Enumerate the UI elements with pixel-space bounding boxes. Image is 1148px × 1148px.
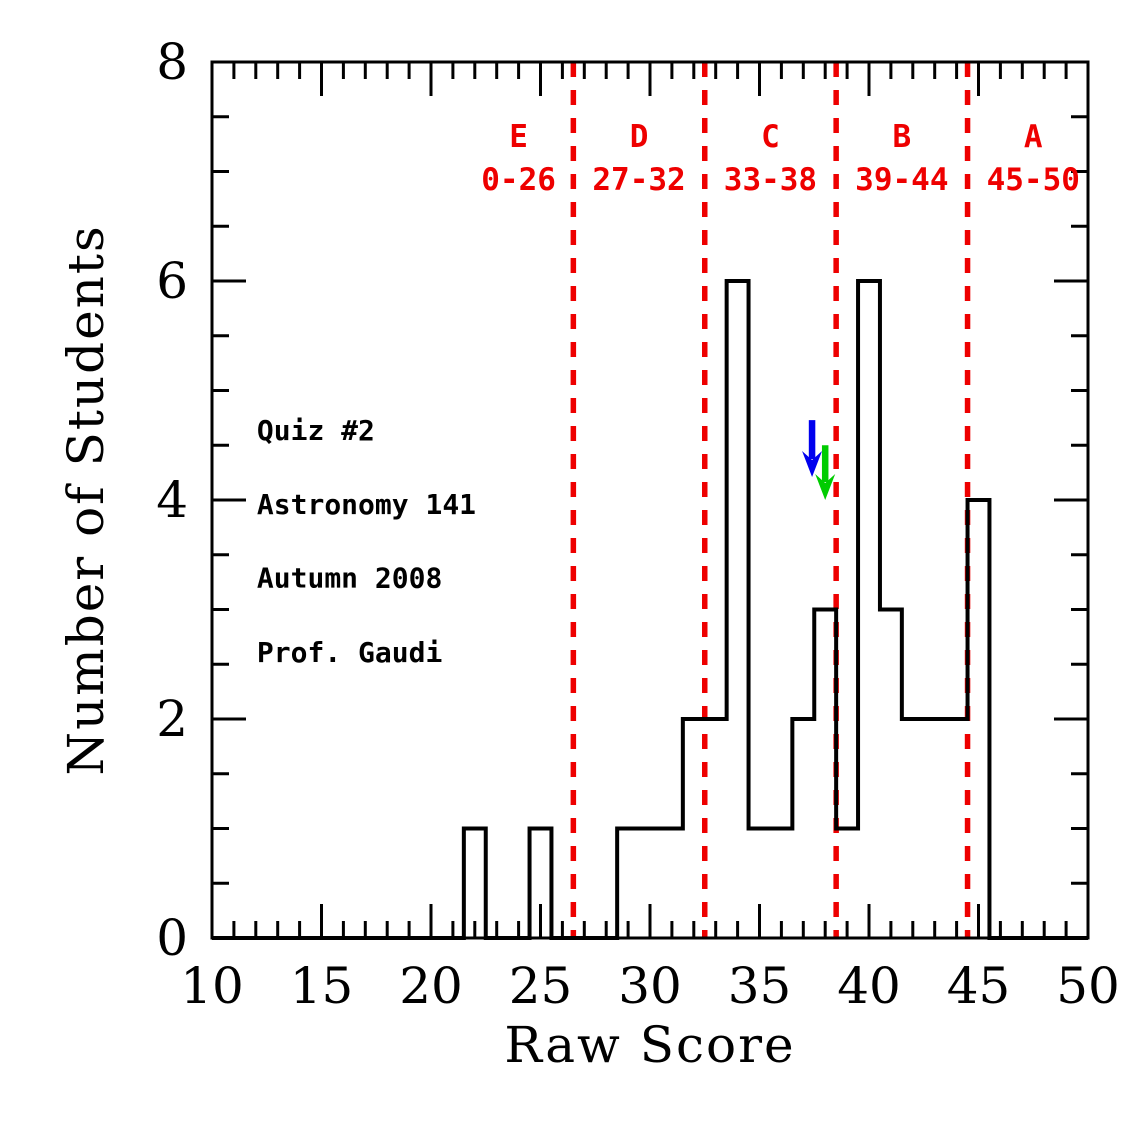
histogram-outline bbox=[212, 279, 1088, 940]
grade-letter-label: D bbox=[630, 119, 649, 155]
y-tick-label: 6 bbox=[156, 252, 188, 310]
grade-range-label: 33-38 bbox=[724, 162, 817, 198]
x-tick-label: 25 bbox=[509, 957, 573, 1015]
grade-range-label: 45-50 bbox=[987, 162, 1080, 198]
x-tick-label: 10 bbox=[180, 957, 244, 1015]
y-tick-label: 2 bbox=[156, 690, 188, 748]
marker-arrows bbox=[802, 420, 836, 500]
blue-arrow-head bbox=[802, 451, 823, 478]
grade-region-labels: E 0-26 D 27-32 C 33-38 B 39-44 A 45-50 bbox=[481, 119, 1080, 198]
grade-range-label: 39-44 bbox=[855, 162, 948, 198]
plot-frame bbox=[210, 60, 1090, 940]
x-tick-label: 15 bbox=[290, 957, 354, 1015]
x-tick-label: 50 bbox=[1056, 957, 1120, 1015]
grade-letter-label: B bbox=[893, 119, 912, 155]
grade-letter-label: C bbox=[761, 119, 780, 155]
y-axis-title: Number of Students bbox=[57, 224, 115, 775]
annotation-line: Autumn 2008 bbox=[257, 562, 442, 595]
annotation-line: Quiz #2 bbox=[257, 414, 375, 447]
y-tick-label: 8 bbox=[156, 33, 188, 91]
histogram-step-line bbox=[212, 279, 1088, 940]
annotation-line: Astronomy 141 bbox=[257, 488, 476, 521]
axis-ticks bbox=[212, 62, 1088, 938]
annotation-line: Prof. Gaudi bbox=[257, 636, 442, 669]
grade-letter-label: E bbox=[509, 119, 528, 155]
corner-annotations: Quiz #2 Astronomy 141 Autumn 2008 Prof. Gau… bbox=[257, 414, 476, 669]
grade-range-label: 27-32 bbox=[592, 162, 685, 198]
tick-marks bbox=[212, 62, 1088, 938]
x-tick-label: 40 bbox=[837, 957, 901, 1015]
tick-labels: 10 15 20 25 30 35 40 45 50 0 2 4 6 8 bbox=[156, 33, 1120, 1015]
green-arrow-head bbox=[815, 474, 836, 500]
x-axis-title: Raw Score bbox=[504, 1016, 795, 1074]
y-tick-label: 0 bbox=[156, 909, 188, 967]
grade-letter-label: A bbox=[1024, 119, 1043, 155]
x-tick-label: 35 bbox=[728, 957, 792, 1015]
y-tick-label: 4 bbox=[156, 471, 188, 529]
grade-range-label: 0-26 bbox=[481, 162, 556, 198]
x-tick-label: 30 bbox=[618, 957, 682, 1015]
x-tick-label: 45 bbox=[947, 957, 1011, 1015]
x-tick-label: 20 bbox=[399, 957, 463, 1015]
